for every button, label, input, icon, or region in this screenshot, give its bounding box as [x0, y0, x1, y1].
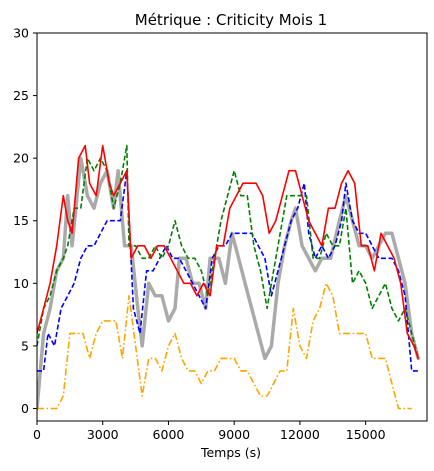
series-line-5 [37, 282, 412, 410]
series-line-3 [37, 144, 419, 359]
y-tick-label: 25 [13, 88, 29, 103]
y-tick-label: 20 [13, 151, 29, 166]
series-line-1 [37, 156, 420, 411]
plot-area [37, 144, 420, 411]
y-tick-label: 10 [13, 276, 29, 291]
series-line-2 [37, 169, 419, 372]
y-tick-label: 15 [13, 213, 29, 228]
plot-frame [36, 32, 428, 422]
x-tick-label: 0 [33, 427, 41, 442]
x-axis-label: Temps (s) [200, 445, 261, 460]
chart-title: Métrique : Criticity Mois 1 [135, 11, 327, 29]
y-tick-label: 5 [21, 338, 29, 353]
y-tick-label: 30 [13, 26, 29, 41]
x-tick-label: 12000 [280, 427, 320, 442]
axes: 0 3000 6000 9000 12000 15000 0 5 10 15 20 25 30 [13, 26, 428, 442]
x-tick-label: 3000 [87, 427, 119, 442]
y-tick-label: 0 [21, 401, 29, 416]
series-line-4 [37, 144, 420, 360]
x-tick-label: 9000 [218, 427, 250, 442]
x-tick-label: 15000 [346, 427, 386, 442]
x-tick-label: 6000 [153, 427, 185, 442]
